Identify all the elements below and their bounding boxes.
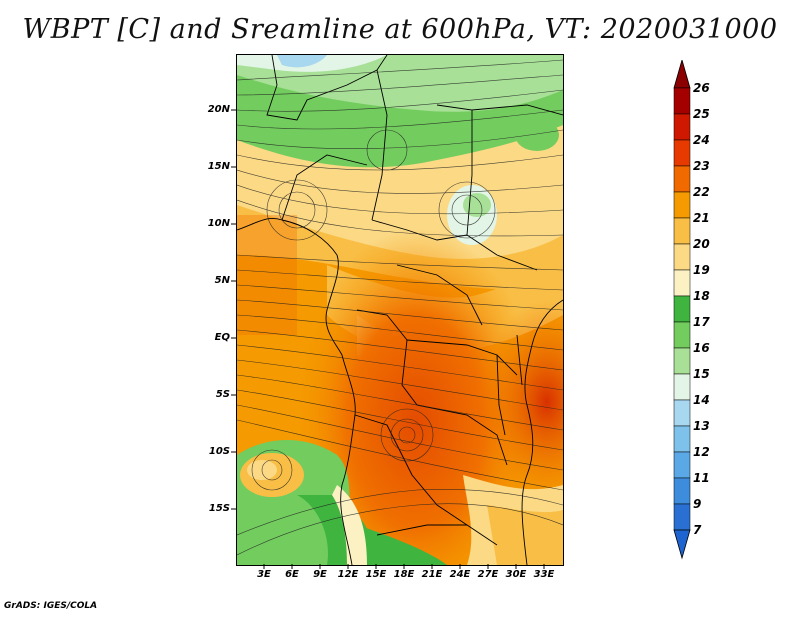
colorbar-swatch [673,503,691,531]
colorbar-label: 7 [693,523,702,537]
colorbar-label: 25 [693,107,710,121]
colorbar-swatch [673,295,691,323]
colorbar-swatch [673,165,691,193]
wbpt-field [237,55,563,565]
colorbar-swatch [673,191,691,219]
lat-label: 10S [208,446,230,457]
colorbar-swatch [673,217,691,245]
colorbar-swatch [673,139,691,167]
lon-label: 21E [421,569,443,580]
colorbar-swatch [673,113,691,141]
colorbar-swatch [673,399,691,427]
colorbar-swatch [673,321,691,349]
lat-label: 5N [214,275,230,286]
lon-label: 15E [365,569,387,580]
chart-title: WBPT [C] and Sreamline at 600hPa, VT: 20… [22,14,778,45]
colorbar-label: 16 [693,341,710,355]
lat-label: 15S [208,503,230,514]
colorbar-label: 12 [693,445,710,459]
colorbar-swatch [673,87,691,115]
lon-label: 33E [533,569,555,580]
colorbar-label: 18 [693,289,710,303]
lon-ticks [263,564,545,569]
colorbar-label: 9 [693,497,702,511]
colorbar-label: 26 [693,81,710,95]
colorbar-bottom-arrow [673,529,691,560]
lon-label: 30E [505,569,527,580]
lon-label: 9E [313,569,327,580]
lat-label: 15N [207,161,230,172]
colorbar-label: 15 [693,367,710,381]
colorbar-label: 14 [693,393,710,407]
colorbar-top-arrow [673,60,691,89]
lat-ticks [231,109,237,510]
colorbar-label: 13 [693,419,710,433]
lat-label: EQ [214,332,230,343]
lat-label: 20N [207,104,230,115]
colorbar-label: 17 [693,315,710,329]
colorbar-swatch [673,451,691,479]
colorbar-swatch [673,425,691,453]
colorbar-label: 22 [693,185,710,199]
colorbar-swatch [673,269,691,297]
colorbar-swatch [673,347,691,375]
lon-label: 24E [449,569,471,580]
lon-label: 27E [477,569,499,580]
lon-label: 18E [393,569,415,580]
colorbar-swatch [673,373,691,401]
colorbar-label: 21 [693,211,710,225]
lat-label: 10N [207,218,230,229]
colorbar-swatch [673,243,691,271]
colorbar-swatch [673,477,691,505]
lat-label: 5S [215,389,230,400]
map-panel [236,54,564,566]
lon-label: 6E [285,569,299,580]
colorbar-label: 23 [693,159,710,173]
colorbar-label: 19 [693,263,710,277]
lon-label: 12E [337,569,359,580]
colorbar-label: 20 [693,237,710,251]
colorbar-label: 24 [693,133,710,147]
lon-label: 3E [257,569,271,580]
credit-text: GrADS: IGES/COLA [4,601,98,611]
colorbar [673,60,691,560]
colorbar-label: 11 [693,471,710,485]
